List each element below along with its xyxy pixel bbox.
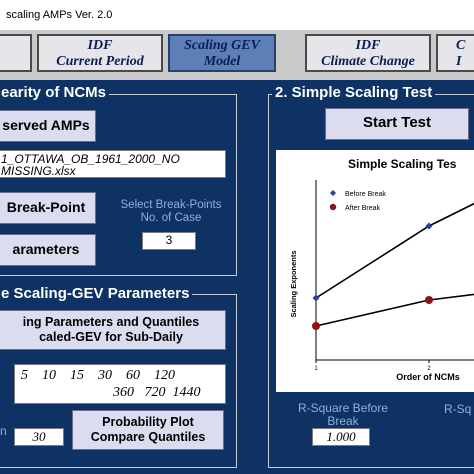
data-point-before-break <box>425 222 433 230</box>
simple-scaling-test-title: 2. Simple Scaling Test <box>272 84 436 101</box>
tab-label-line2: Model <box>203 54 241 69</box>
x-axis-label: Order of NCMs <box>396 372 460 382</box>
x-tick-label: 1 <box>314 366 318 372</box>
compute-button-line1: ing Parameters and Quantiles <box>22 315 200 329</box>
tab-label-line1: IDF <box>355 38 381 53</box>
compute-parameters-button[interactable]: ing Parameters and Quantiles caled-GEV f… <box>0 310 226 350</box>
tab-scaling-gev-model[interactable]: Scaling GEV Model <box>168 34 276 72</box>
linearity-group-title: earity of NCMs <box>0 84 110 101</box>
n-label: n <box>0 424 7 438</box>
data-point-before-break <box>312 294 320 302</box>
tab-idf-current-period[interactable]: IDF Current Period <box>37 34 163 72</box>
chart-title: Simple Scaling Tes <box>348 157 457 171</box>
durations-row1: 5 10 15 30 60 120 <box>21 368 175 383</box>
break-point-button[interactable]: Break-Point <box>0 192 96 224</box>
data-file-field[interactable]: 1_OTTAWA_OB_1961_2000_NO MISSING.xlsx <box>0 150 226 178</box>
tab-label-line2: I <box>456 54 462 69</box>
start-test-button[interactable]: Start Test <box>325 108 469 140</box>
compute-button-line2: caled-GEV for Sub-Daily <box>39 330 183 344</box>
scaling-gev-parameters-title: e Scaling-GEV Parameters <box>0 285 193 302</box>
tab-label-line1: Scaling GEV <box>184 38 260 53</box>
tab-label-line2: Climate Change <box>321 54 415 69</box>
scaling-chart: Simple Scaling Tes Scaling Exponents Ord… <box>276 150 474 392</box>
rsq-before-input[interactable]: 1.000 <box>312 428 370 446</box>
legend-marker-before <box>330 190 336 196</box>
durations-field[interactable]: 5 10 15 30 60 120 360 720 1440 <box>14 364 226 404</box>
n-input[interactable]: 30 <box>14 428 64 446</box>
tab-bar: IDF Current Period Scaling GEV Model IDF… <box>0 30 474 80</box>
tab-label-line1: IDF <box>87 38 113 53</box>
probability-plot-button[interactable]: Probability Plot Compare Quantiles <box>72 410 224 450</box>
data-point-after-break <box>312 322 320 330</box>
rsq-before-label: R-Square Before Break <box>297 401 389 428</box>
y-axis-label: Scaling Exponents <box>289 250 298 317</box>
prob-button-line2: Compare Quantiles <box>90 430 206 444</box>
chart-legend: Before Break After Break <box>329 190 386 212</box>
prob-button-line1: Probability Plot <box>102 415 194 429</box>
legend-marker-after <box>329 203 337 211</box>
window-title: scaling AMPs Ver. 2.0 <box>6 9 113 21</box>
data-point-after-break <box>425 296 433 304</box>
tab-label-line1: C <box>456 38 466 53</box>
parameters-button[interactable]: arameters <box>0 234 96 266</box>
chart-background <box>276 150 474 392</box>
tab-partial-right[interactable]: C I <box>436 34 474 72</box>
legend-label-after: After Break <box>345 205 381 212</box>
break-points-input[interactable]: 3 <box>142 232 196 250</box>
tab-partial-left[interactable] <box>0 34 32 72</box>
tab-label-line2: Current Period <box>56 54 144 69</box>
break-points-label: Select Break-Points No. of Case <box>120 199 222 224</box>
title-bar: scaling AMPs Ver. 2.0 <box>0 0 474 31</box>
tab-idf-climate-change[interactable]: IDF Climate Change <box>305 34 431 72</box>
linearity-group <box>0 94 237 276</box>
rsq-after-label: R-Sq <box>444 402 472 416</box>
durations-row2: 360 720 1440 <box>113 385 201 400</box>
legend-label-before: Before Break <box>345 191 386 198</box>
observed-amps-button[interactable]: served AMPs <box>0 110 96 142</box>
x-tick-label: 2 <box>427 366 431 372</box>
